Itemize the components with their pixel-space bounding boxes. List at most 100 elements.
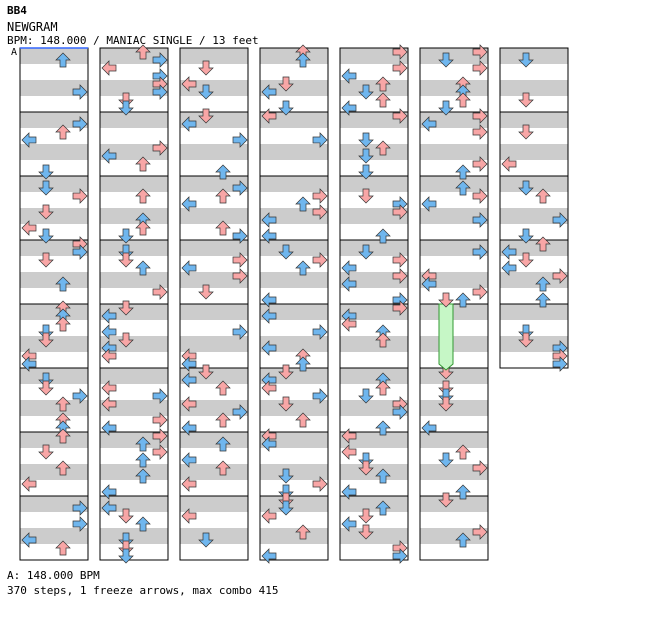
step-arrow-up xyxy=(135,220,151,236)
beat-stripe xyxy=(20,336,88,352)
beat-stripe xyxy=(180,368,248,384)
beat-stripe xyxy=(180,336,248,352)
beat-stripe xyxy=(500,208,568,224)
beat-stripe xyxy=(100,144,168,160)
beat-stripe xyxy=(20,144,88,160)
beat-stripe xyxy=(420,240,488,256)
beat-stripe xyxy=(20,432,88,448)
step-arrow-left xyxy=(421,116,437,132)
step-arrow-left xyxy=(341,68,357,84)
beat-stripe xyxy=(260,272,328,288)
beat-stripe xyxy=(340,176,408,192)
step-arrow-right xyxy=(72,244,88,260)
step-arrow-down xyxy=(38,252,54,268)
step-arrow-right xyxy=(392,548,408,564)
step-arrow-left xyxy=(101,308,117,324)
step-arrow-up xyxy=(135,516,151,532)
step-arrow-left xyxy=(261,508,277,524)
step-arrow-right xyxy=(472,284,488,300)
beat-stripe xyxy=(100,336,168,352)
step-arrow-left xyxy=(341,428,357,444)
step-arrow-right xyxy=(472,108,488,124)
beat-stripe xyxy=(20,112,88,128)
song-name: NEWGRAM xyxy=(7,20,58,34)
step-arrow-up xyxy=(215,380,231,396)
step-arrow-down xyxy=(358,524,374,540)
step-arrow-up xyxy=(375,500,391,516)
step-arrow-left xyxy=(421,276,437,292)
step-arrow-left xyxy=(261,308,277,324)
beat-stripe xyxy=(20,304,88,320)
step-arrow-right xyxy=(232,180,248,196)
beat-stripe xyxy=(260,208,328,224)
step-arrow-down xyxy=(198,108,214,124)
step-arrow-left xyxy=(101,420,117,436)
beat-stripe xyxy=(340,48,408,64)
step-arrow-left xyxy=(341,516,357,532)
step-arrow-right xyxy=(312,188,328,204)
step-arrow-down xyxy=(118,332,134,348)
step-arrow-down xyxy=(358,132,374,148)
step-arrow-up xyxy=(375,92,391,108)
step-arrow-down xyxy=(358,460,374,476)
step-arrow-up xyxy=(375,140,391,156)
step-arrow-up xyxy=(375,468,391,484)
step-arrow-down xyxy=(518,332,534,348)
beat-stripe xyxy=(180,464,248,480)
step-arrow-down xyxy=(118,300,134,316)
chart-column-border xyxy=(499,47,569,369)
beat-stripe xyxy=(340,368,408,384)
chart-column-border xyxy=(179,47,249,561)
step-arrow-right xyxy=(152,444,168,460)
step-arrow-right xyxy=(472,244,488,260)
step-arrow-up xyxy=(135,468,151,484)
step-arrow-up xyxy=(375,420,391,436)
step-arrow-down xyxy=(518,252,534,268)
step-arrow-up xyxy=(535,292,551,308)
step-arrow-left xyxy=(181,396,197,412)
beat-stripe xyxy=(180,400,248,416)
step-arrow-down xyxy=(278,100,294,116)
step-arrow-right xyxy=(472,460,488,476)
step-arrow-right xyxy=(472,124,488,140)
step-arrow-right xyxy=(152,388,168,404)
step-arrow-right xyxy=(392,300,408,316)
beat-stripe xyxy=(20,80,88,96)
step-arrow-down xyxy=(198,364,214,380)
step-arrow-down xyxy=(38,228,54,244)
step-arrow-up xyxy=(135,260,151,276)
beat-stripe xyxy=(340,208,408,224)
beat-stripe xyxy=(500,80,568,96)
step-arrow-left xyxy=(181,420,197,436)
step-arrow-up xyxy=(215,412,231,428)
step-arrow-up xyxy=(215,188,231,204)
beat-stripe xyxy=(20,176,88,192)
step-arrow-right xyxy=(552,212,568,228)
step-arrow-right xyxy=(232,132,248,148)
step-arrow-up xyxy=(455,92,471,108)
step-arrow-down xyxy=(278,76,294,92)
step-arrow-up xyxy=(55,460,71,476)
step-arrow-right xyxy=(152,412,168,428)
step-arrow-down xyxy=(118,100,134,116)
beat-stripe xyxy=(100,272,168,288)
step-arrow-right xyxy=(312,252,328,268)
step-arrow-up xyxy=(55,396,71,412)
step-arrow-down xyxy=(198,60,214,76)
step-arrow-left xyxy=(101,60,117,76)
step-arrow-down xyxy=(278,364,294,380)
beat-stripe xyxy=(340,432,408,448)
step-arrow-down xyxy=(198,532,214,548)
step-arrow-left xyxy=(261,212,277,228)
step-arrow-down xyxy=(118,540,134,556)
step-arrow-right xyxy=(232,404,248,420)
step-arrow-left xyxy=(421,196,437,212)
step-arrow-up xyxy=(375,332,391,348)
step-arrow-up xyxy=(215,436,231,452)
beat-stripe xyxy=(500,176,568,192)
step-arrow-left xyxy=(261,108,277,124)
step-arrow-right xyxy=(72,188,88,204)
step-arrow-left xyxy=(341,276,357,292)
step-arrow-down xyxy=(38,372,54,388)
beat-stripe xyxy=(20,528,88,544)
